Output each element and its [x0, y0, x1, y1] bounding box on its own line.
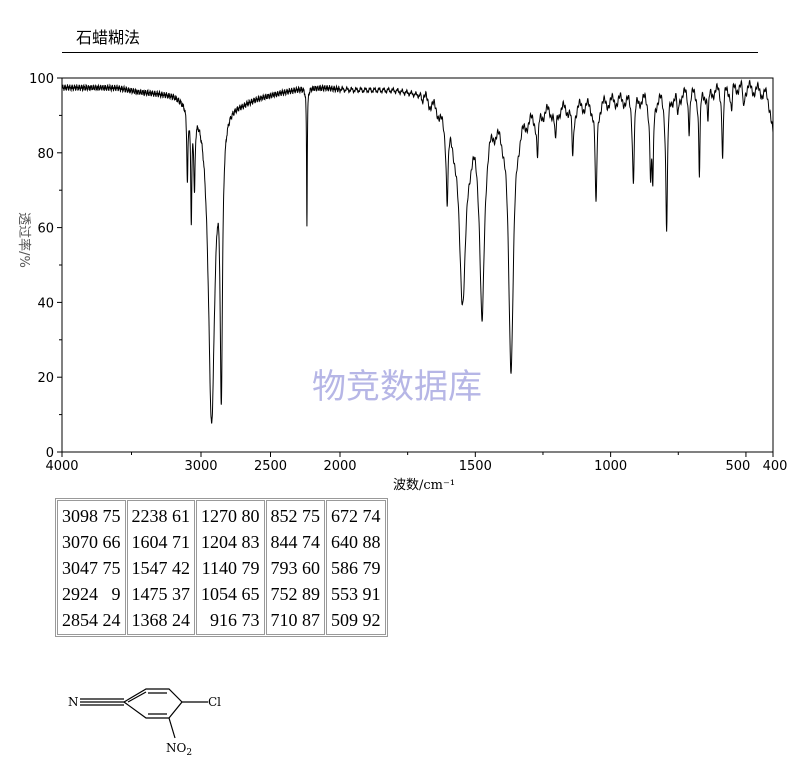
- peak-table-cell: 1270 80: [201, 506, 260, 526]
- peak-point-1204: [554, 140, 557, 143]
- page-title: 石蜡糊法: [76, 28, 141, 47]
- peak-point-752: [676, 118, 679, 121]
- y-tick-label: 0: [46, 446, 54, 461]
- peak-table-column: 852 75 844 74 793 60 752 89 710 87: [265, 500, 325, 635]
- peak-table-cell: 1054 65: [201, 584, 260, 604]
- x-tick-label: 2000: [323, 459, 356, 474]
- y-tick-label: 60: [37, 222, 54, 237]
- peak-point-1054: [595, 207, 598, 210]
- ir-spectrum-chart: 0 20 40 60 80 100 4000 3000 2500 2000 1500 1000 500 4…: [16, 72, 788, 493]
- peak-table-cell: 640 88: [331, 532, 381, 552]
- nitro-label: NO2: [166, 741, 192, 758]
- peak-table-column: 672 74 640 88 586 79 553 91 509 92: [326, 500, 386, 635]
- peak-table-column: 3098 75 3070 66 3047 75 2924 9 2854 24: [57, 500, 126, 635]
- x-tick-label: 1000: [594, 459, 627, 474]
- peak-table-cell: 1547 42: [131, 558, 191, 578]
- y-tick-label: 40: [37, 296, 54, 311]
- x-tick-label: 4000: [45, 459, 78, 474]
- spectrum-line: [61, 78, 774, 424]
- peak-table-cell: 710 87: [270, 610, 321, 630]
- y-tick-label: 100: [29, 72, 54, 87]
- y-tick-label: 80: [37, 147, 54, 162]
- peak-table: 3098 75 3070 66 3047 75 2924 9 2854 24 2238 6…: [55, 498, 388, 637]
- x-tick-label: 500: [726, 459, 751, 474]
- peak-table-column: 2238 61 1604 71 1547 42 1475 37 1368 24: [126, 500, 195, 635]
- peak-table-column: 1270 80 1204 83 1140 79 1054 65 916 73: [196, 500, 265, 635]
- peak-table-cell: 3098 75: [62, 506, 121, 526]
- peak-table-cell: 2924 9: [62, 584, 121, 604]
- header-divider: [62, 52, 758, 53]
- peak-table-cell: 3047 75: [62, 558, 121, 578]
- molecular-structure: N Cl NO2: [68, 688, 221, 758]
- nitrile-nitrogen-label: N: [68, 695, 79, 709]
- x-tick-label: 2500: [254, 459, 287, 474]
- peak-table-cell: 553 91: [331, 584, 381, 604]
- x-axis-label: 波数/cm⁻¹: [393, 478, 455, 493]
- peak-table-cell: 916 73: [201, 610, 260, 630]
- peak-table-cell: 852 75: [270, 506, 321, 526]
- peak-table-cell: 1204 83: [201, 532, 260, 552]
- watermark: 物竞数据库: [312, 367, 482, 407]
- peak-table-cell: 3070 66: [62, 532, 121, 552]
- peak-table-cell: 586 79: [331, 558, 381, 578]
- peak-table-cell: 793 60: [270, 558, 321, 578]
- peak-table-cell: 509 92: [331, 610, 381, 630]
- chloro-label: Cl: [208, 695, 221, 709]
- peak-table-cell: 1368 24: [131, 610, 191, 630]
- peak-table-cell: 1140 79: [201, 558, 260, 578]
- peak-table-cell: 2854 24: [62, 610, 121, 630]
- x-tick-label: 1500: [459, 459, 492, 474]
- peak-point-640: [707, 121, 710, 124]
- peak-point-509: [742, 106, 745, 109]
- peak-table-cell: 1475 37: [131, 584, 191, 604]
- x-tick-label: 400: [763, 459, 788, 474]
- x-tick-label: 3000: [184, 459, 217, 474]
- y-tick-label: 20: [37, 371, 54, 386]
- peak-table-cell: 844 74: [270, 532, 321, 552]
- peak-table-cell: 752 89: [270, 584, 321, 604]
- peak-table-cell: 1604 71: [131, 532, 191, 552]
- y-axis-label: 透过率/%: [16, 212, 32, 268]
- peak-table-cell: 2238 61: [131, 506, 191, 526]
- peak-table-cell: 672 74: [331, 506, 381, 526]
